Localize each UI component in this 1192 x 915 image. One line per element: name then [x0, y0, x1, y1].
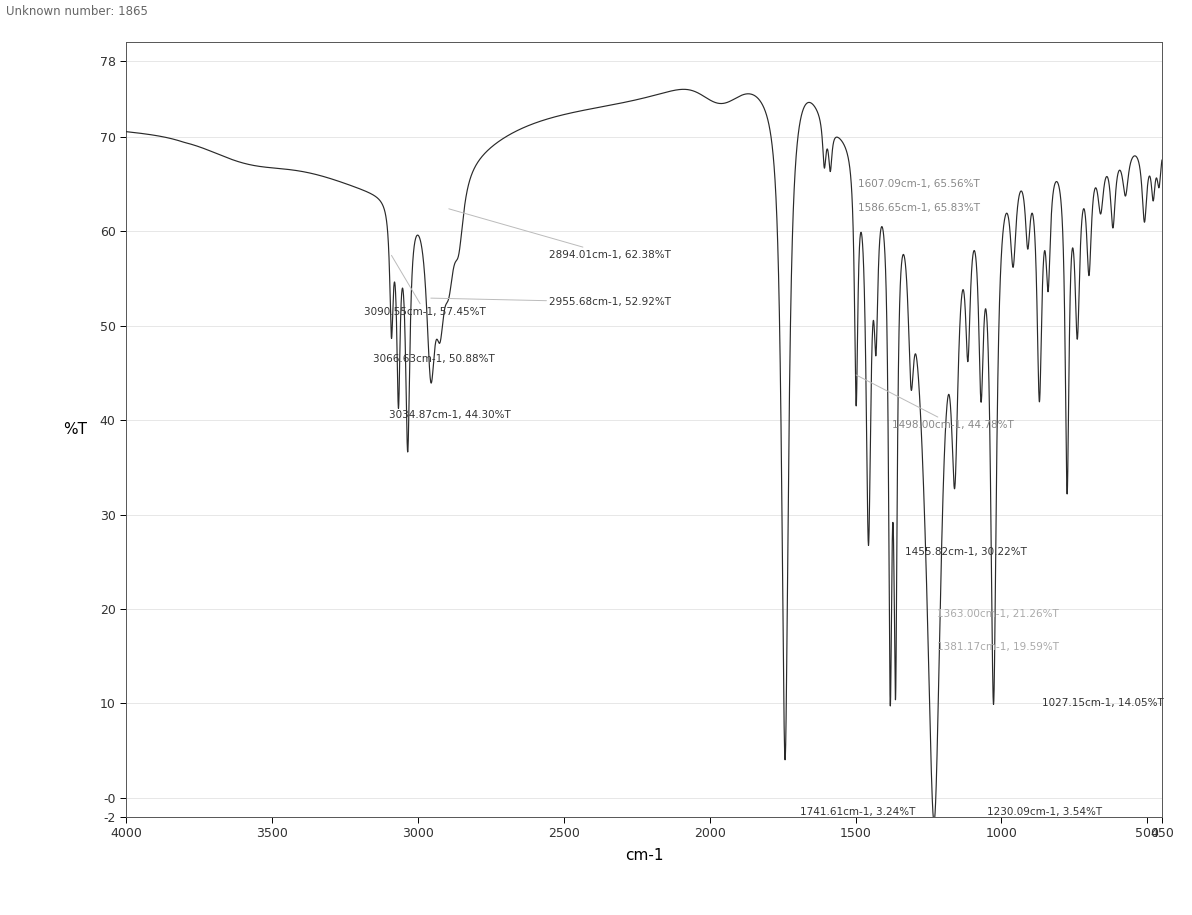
Text: 1363.00cm-1, 21.26%T: 1363.00cm-1, 21.26%T: [937, 608, 1058, 619]
Y-axis label: %T: %T: [63, 422, 87, 437]
Text: 1230.09cm-1, 3.54%T: 1230.09cm-1, 3.54%T: [987, 807, 1101, 817]
Text: 2955.68cm-1, 52.92%T: 2955.68cm-1, 52.92%T: [430, 297, 671, 307]
Text: 2894.01cm-1, 62.38%T: 2894.01cm-1, 62.38%T: [449, 209, 671, 260]
Text: 3066.63cm-1, 50.88%T: 3066.63cm-1, 50.88%T: [373, 354, 495, 364]
Text: 1498.00cm-1, 44.78%T: 1498.00cm-1, 44.78%T: [856, 375, 1013, 430]
Text: 1586.65cm-1, 65.83%T: 1586.65cm-1, 65.83%T: [858, 203, 981, 212]
Text: 1381.17cm-1, 19.59%T: 1381.17cm-1, 19.59%T: [937, 641, 1060, 651]
Text: Unknown number: 1865: Unknown number: 1865: [6, 5, 148, 17]
Text: 1027.15cm-1, 14.05%T: 1027.15cm-1, 14.05%T: [1042, 698, 1165, 708]
Text: 1455.82cm-1, 30.22%T: 1455.82cm-1, 30.22%T: [905, 547, 1028, 557]
Text: 3034.87cm-1, 44.30%T: 3034.87cm-1, 44.30%T: [389, 411, 510, 420]
X-axis label: cm-1: cm-1: [625, 848, 663, 864]
Text: 1741.61cm-1, 3.24%T: 1741.61cm-1, 3.24%T: [800, 807, 915, 817]
Text: 3090.55cm-1, 57.45%T: 3090.55cm-1, 57.45%T: [364, 255, 485, 317]
Text: 1607.09cm-1, 65.56%T: 1607.09cm-1, 65.56%T: [858, 179, 980, 189]
